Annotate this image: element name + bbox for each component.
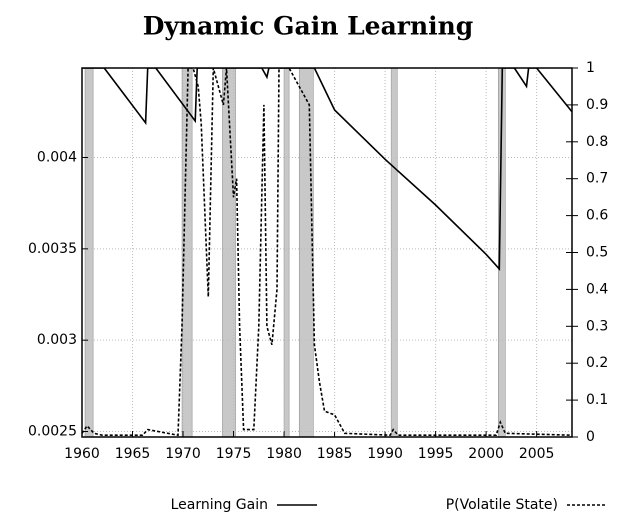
y-tick-label: 0.0035 xyxy=(28,241,77,257)
legend-label: P(Volatile State) xyxy=(446,497,558,513)
x-tick-label: 1985 xyxy=(317,446,353,462)
x-tick-label: 2000 xyxy=(468,446,504,462)
series-line xyxy=(82,68,572,437)
y-tick-label: 0.0025 xyxy=(28,424,77,440)
chart-title: Dynamic Gain Learning xyxy=(143,12,474,41)
shaded-period xyxy=(283,67,290,438)
plot-frame xyxy=(81,67,573,438)
y2-tick-label: 0.7 xyxy=(586,171,608,187)
x-tick-label: 2005 xyxy=(519,446,555,462)
y2-tick-label: 0 xyxy=(586,429,595,445)
y2-tick-label: 0.6 xyxy=(586,208,608,224)
y2-tick-label: 0.5 xyxy=(586,245,608,261)
x-tick-label: 1990 xyxy=(367,446,403,462)
x-tick-label: 1995 xyxy=(418,446,454,462)
legend-label: Learning Gain xyxy=(171,497,268,513)
x-tick-label: 1960 xyxy=(64,446,100,462)
y2-tick-label: 1 xyxy=(586,60,595,76)
y-tick-label: 0.003 xyxy=(37,332,77,348)
x-tick-label: 1980 xyxy=(266,446,302,462)
shaded-period xyxy=(181,67,193,438)
y2-tick-label: 0.3 xyxy=(586,318,608,334)
y2-tick-label: 0.9 xyxy=(586,97,608,113)
shaded-period xyxy=(84,67,94,438)
x-tick-label: 1965 xyxy=(115,446,151,462)
y2-tick-label: 0.8 xyxy=(586,134,608,150)
y2-tick-label: 0.2 xyxy=(586,355,608,371)
plot-area xyxy=(82,68,572,437)
x-tick-label: 1970 xyxy=(165,446,201,462)
y2-tick-label: 0.4 xyxy=(586,281,608,297)
shaded-period xyxy=(298,67,314,438)
series-line xyxy=(82,68,572,271)
x-tick-label: 1975 xyxy=(216,446,252,462)
shaded-period xyxy=(390,67,398,438)
y-tick-label: 0.004 xyxy=(37,150,77,166)
y2-tick-label: 0.1 xyxy=(586,392,608,408)
